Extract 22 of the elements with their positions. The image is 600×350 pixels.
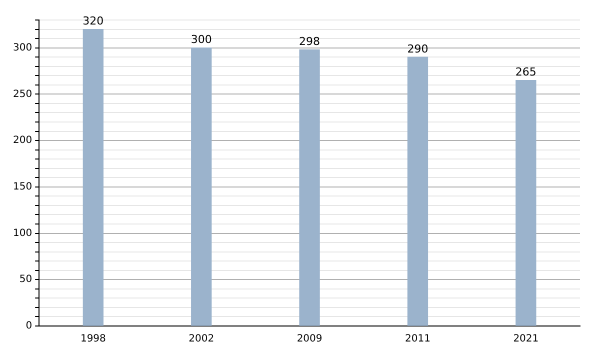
x-tick-label: 1998 xyxy=(80,334,106,345)
y-tick-label: 50 xyxy=(19,274,32,286)
data-label: 300 xyxy=(190,33,212,46)
data-label: 290 xyxy=(407,42,428,56)
y-tick-label: 150 xyxy=(12,182,32,193)
y-tick-label: 0 xyxy=(26,320,32,332)
x-tick-label: 2011 xyxy=(405,334,430,345)
x-tick-label: 2009 xyxy=(296,334,322,345)
y-tick-label: 250 xyxy=(12,88,32,100)
bar xyxy=(516,80,536,326)
x-tick-label: 2021 xyxy=(513,334,539,345)
bar xyxy=(407,56,428,326)
bar xyxy=(82,28,104,326)
data-label: 320 xyxy=(82,14,104,28)
x-tick-label: 2002 xyxy=(188,334,214,345)
y-tick-label: 300 xyxy=(12,42,32,54)
data-label: 298 xyxy=(299,35,320,48)
y-tick-label: 100 xyxy=(12,228,32,239)
y-tick-label: 200 xyxy=(12,135,32,146)
data-label: 265 xyxy=(515,66,536,79)
bar xyxy=(299,49,320,326)
bar xyxy=(191,47,212,326)
